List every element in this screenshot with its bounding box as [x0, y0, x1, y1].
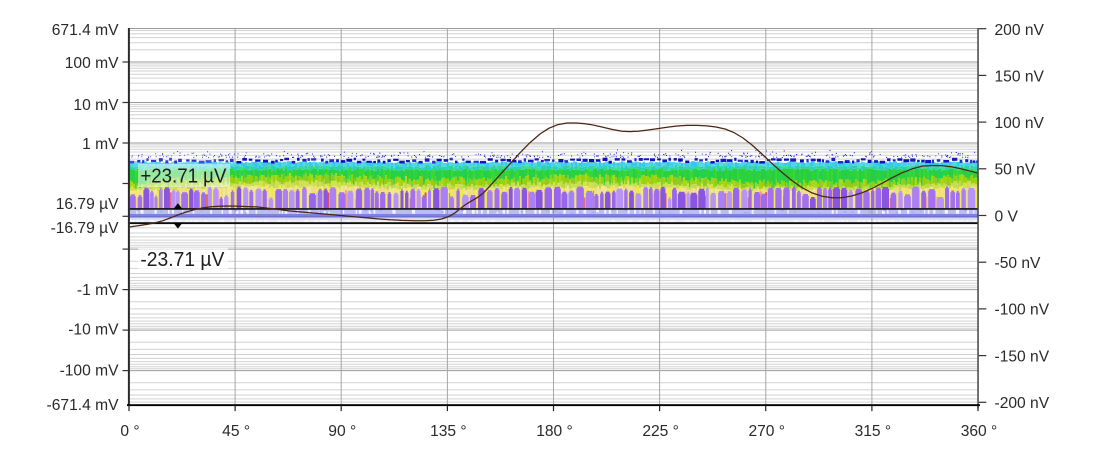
svg-text:135 °: 135 °: [430, 423, 467, 440]
svg-text:180 °: 180 °: [536, 423, 573, 440]
svg-text:150 nV: 150 nV: [995, 68, 1045, 85]
svg-text:-1 mV: -1 mV: [77, 282, 119, 299]
svg-text:+23.71 µV: +23.71 µV: [140, 165, 226, 188]
svg-text:100 mV: 100 mV: [65, 55, 119, 72]
svg-text:90 °: 90 °: [328, 423, 356, 440]
svg-text:0 V: 0 V: [995, 208, 1019, 225]
svg-text:-100 nV: -100 nV: [995, 302, 1050, 319]
svg-text:100 nV: 100 nV: [995, 115, 1045, 132]
svg-text:1 mV: 1 mV: [82, 136, 119, 153]
svg-text:45 °: 45 °: [222, 423, 250, 440]
svg-text:315 °: 315 °: [855, 423, 892, 440]
svg-text:-150 nV: -150 nV: [995, 348, 1050, 365]
svg-text:-50 nV: -50 nV: [995, 255, 1042, 272]
svg-text:0 °: 0 °: [120, 423, 139, 440]
svg-text:360 °: 360 °: [961, 423, 998, 440]
svg-text:-671.4 mV: -671.4 mV: [47, 397, 120, 414]
svg-text:10 mV: 10 mV: [73, 97, 119, 114]
svg-text:-100 mV: -100 mV: [60, 362, 120, 379]
svg-text:50 nV: 50 nV: [995, 162, 1036, 179]
svg-text:-16.79 µV: -16.79 µV: [51, 220, 120, 237]
svg-text:671.4 mV: 671.4 mV: [52, 22, 119, 39]
svg-text:-10 mV: -10 mV: [68, 322, 119, 339]
svg-text:-200 nV: -200 nV: [995, 395, 1050, 412]
svg-text:270 °: 270 °: [748, 423, 785, 440]
svg-text:225 °: 225 °: [642, 423, 679, 440]
svg-text:16.79 µV: 16.79 µV: [56, 196, 119, 213]
svg-text:-23.71 µV: -23.71 µV: [140, 248, 224, 271]
svg-text:200 nV: 200 nV: [995, 22, 1045, 39]
